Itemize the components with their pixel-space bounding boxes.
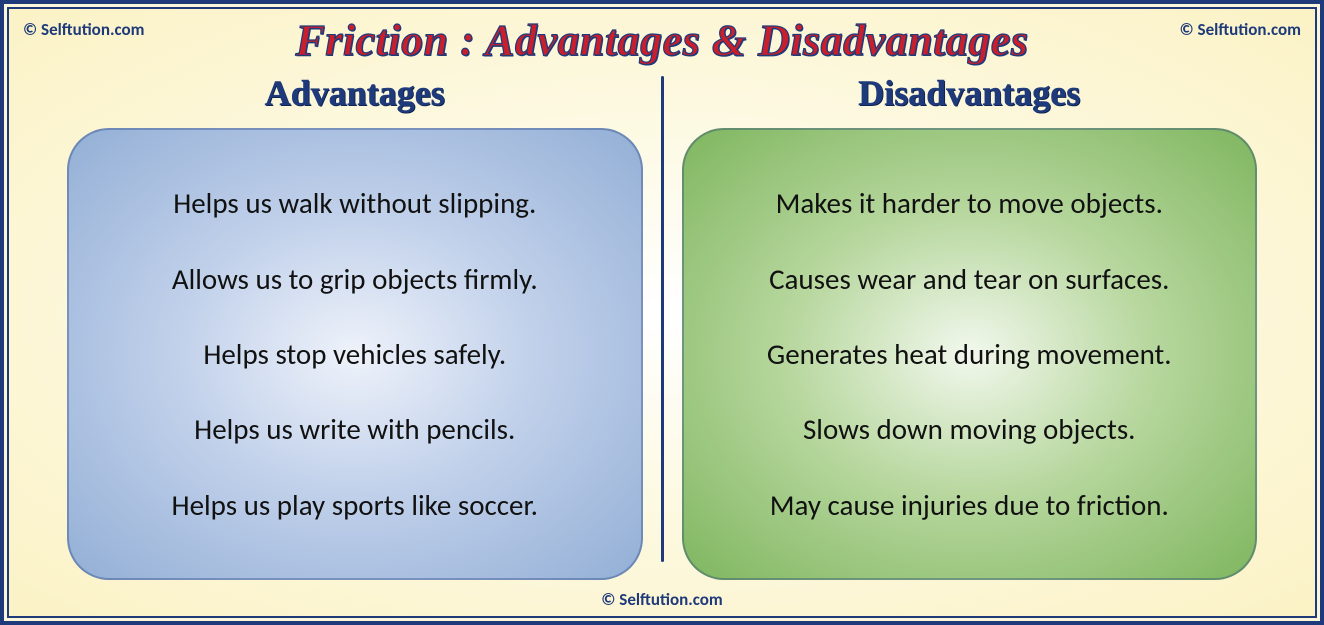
- advantages-item: Helps stop vehicles safely.: [203, 336, 506, 372]
- inner-frame: © Selftution.com © Selftution.com © Self…: [7, 7, 1317, 618]
- advantages-item: Helps us play sports like soccer.: [172, 487, 538, 523]
- disadvantages-item: Slows down moving objects.: [803, 411, 1136, 447]
- disadvantages-item: Causes wear and tear on surfaces.: [769, 261, 1169, 297]
- advantages-item: Helps us walk without slipping.: [173, 185, 536, 221]
- disadvantages-item: May cause injuries due to friction.: [770, 487, 1169, 523]
- credit-top-right: © Selftution.com: [1180, 19, 1301, 40]
- disadvantages-item: Generates heat during movement.: [767, 336, 1172, 372]
- advantages-box: Helps us walk without slipping. Allows u…: [67, 128, 643, 580]
- outer-frame: © Selftution.com © Selftution.com © Self…: [0, 0, 1324, 625]
- advantages-column: Advantages Helps us walk without slippin…: [49, 72, 661, 580]
- advantages-item: Helps us write with pencils.: [194, 411, 515, 447]
- disadvantages-column: Disadvantages Makes it harder to move ob…: [664, 72, 1276, 580]
- disadvantages-heading: Disadvantages: [858, 72, 1080, 114]
- disadvantages-box: Makes it harder to move objects. Causes …: [682, 128, 1258, 580]
- credit-top-left: © Selftution.com: [23, 19, 144, 40]
- advantages-item: Allows us to grip objects firmly.: [172, 261, 538, 297]
- page-title: Friction : Advantages & Disadvantages: [9, 15, 1315, 66]
- disadvantages-item: Makes it harder to move objects.: [776, 185, 1163, 221]
- columns-container: Advantages Helps us walk without slippin…: [9, 72, 1315, 616]
- advantages-heading: Advantages: [265, 72, 445, 114]
